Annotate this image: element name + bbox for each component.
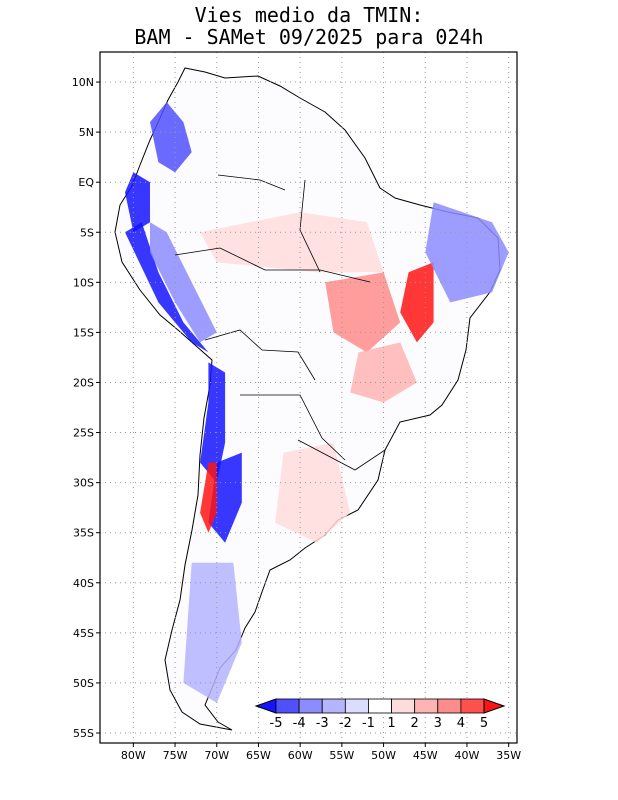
bias-region-peru-coast-cold	[125, 222, 209, 353]
colorbar-label: 3	[434, 716, 442, 731]
lat-tick-label: 50S	[73, 677, 94, 690]
plot-frame	[99, 51, 518, 744]
colorbar-legend: -5 -4 -3 -2 -1 1 2 3 4 5	[254, 698, 506, 731]
colorbar-label: 4	[457, 716, 465, 731]
colorbar-label: -3	[316, 716, 329, 731]
colorbar-arrow-high	[483, 698, 506, 714]
colorbar-swatch	[437, 698, 462, 714]
colorbar-label: -1	[362, 716, 375, 731]
colorbar-swatch	[275, 698, 300, 714]
colorbar-swatch	[298, 698, 323, 714]
bias-region-chile-north-cold	[200, 362, 226, 483]
bias-regions	[125, 102, 509, 703]
lat-tick-label: 55S	[73, 727, 94, 740]
bias-region-colombia-cold	[150, 102, 192, 173]
bias-region-ecuador-cold	[125, 172, 150, 233]
colorbar-label: 1	[387, 716, 395, 731]
lat-tick-label: 5N	[79, 126, 94, 139]
lat-tick-label: 15S	[73, 326, 94, 339]
colorbar-label: -5	[270, 716, 283, 731]
lat-tick-label: 40S	[73, 577, 94, 590]
colorbar-swatch	[460, 698, 485, 714]
lon-tick-label: 75W	[163, 749, 188, 762]
colorbar-swatch	[344, 698, 369, 714]
map-title-line-1: Vies medio da TMIN:	[194, 3, 424, 27]
lat-tick-label: EQ	[78, 176, 94, 189]
bias-region-amazon-warm	[200, 212, 384, 273]
lat-tick-label: 10S	[73, 276, 94, 289]
lon-tick-label: 45W	[413, 749, 438, 762]
lat-tick-label: 45S	[73, 627, 94, 640]
lon-tick-label: 80W	[121, 749, 146, 762]
map-title-line-2: BAM - SAMet 09/2025 para 024h	[134, 25, 484, 49]
colorbar-swatch	[368, 698, 392, 714]
bias-region-andes-peru-cold	[150, 222, 217, 343]
colorbar-label: -2	[339, 716, 352, 731]
bias-region-patagonia-cold	[183, 562, 242, 703]
colorbar-swatch	[321, 698, 346, 714]
lat-tick-label: 35S	[73, 527, 94, 540]
lon-tick-label: 50W	[371, 749, 396, 762]
colorbar-swatch	[414, 698, 439, 714]
lon-tick-label: 35W	[496, 749, 521, 762]
lat-tick-label: 20S	[73, 376, 94, 389]
lat-tick-label: 30S	[73, 477, 94, 490]
bias-region-brazil-central-warm	[325, 272, 401, 353]
continent-layer	[114, 67, 509, 731]
colorbar-label: 5	[480, 716, 488, 731]
lon-tick-label: 55W	[329, 749, 354, 762]
lon-tick-label: 70W	[204, 749, 229, 762]
bias-region-south-warm	[275, 442, 351, 543]
lat-tick-label: 10N	[72, 76, 94, 89]
lat-tick-label: 25S	[73, 427, 94, 440]
lon-tick-label: 40W	[455, 749, 480, 762]
lon-tick-label: 60W	[288, 749, 313, 762]
colorbar-label: 2	[411, 716, 419, 731]
colorbar-label: -4	[293, 716, 306, 731]
lat-lon-gridlines	[100, 52, 517, 743]
bias-region-chile-warm	[200, 462, 217, 533]
lat-tick-label: 5S	[80, 226, 94, 239]
latitude-axis: 10N 5N EQ 5S 10S 15S 20S 25S 30S 35S 40S 45S 50S 55S	[72, 76, 100, 740]
longitude-axis: 80W 75W 70W 65W 60W 55W 50W 45W 40W 35W	[121, 743, 521, 762]
colorbar-swatch	[391, 698, 416, 714]
country-borders	[174, 174, 386, 471]
colorbar-arrow-low	[254, 698, 277, 714]
lon-tick-label: 65W	[246, 749, 271, 762]
